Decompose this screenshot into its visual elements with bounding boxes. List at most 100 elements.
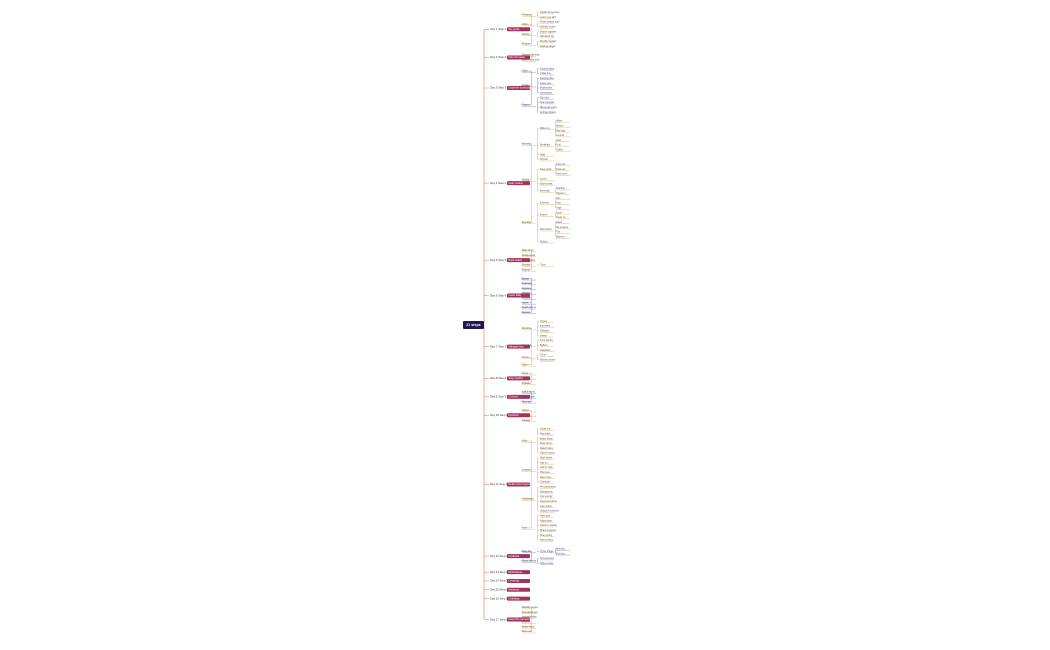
node-label: Bookmarks xyxy=(540,87,553,90)
step-title: Organize workspace xyxy=(509,86,533,90)
node-label: Evening xyxy=(556,552,565,555)
node-label: More focus xyxy=(540,442,553,445)
node-label: Gym xyxy=(556,202,561,205)
step-box xyxy=(507,570,530,575)
step-day: Day 7 Step 7 xyxy=(490,344,507,348)
node-label: Tell someone xyxy=(540,557,555,560)
node-label: Morning xyxy=(556,547,565,550)
step-box xyxy=(507,482,530,487)
node-label: Celebrate xyxy=(540,481,551,484)
node-label: Delete xyxy=(540,334,548,337)
node-label: Share progress xyxy=(540,529,557,532)
step-title: Stay healthy xyxy=(509,376,524,380)
node-label: Savings target xyxy=(540,45,556,48)
node-label: Start earlier xyxy=(540,457,553,460)
node-label: Task three xyxy=(556,173,568,176)
node-label: Clean up xyxy=(556,216,566,219)
step-title: Plan the week xyxy=(509,55,526,59)
node-label: Plan day xyxy=(556,129,566,132)
step-box xyxy=(507,596,530,601)
step-title: Reflect and improve xyxy=(509,482,533,486)
step-title: Mindfulness xyxy=(509,570,524,574)
step-day: Day 5 Step 5 xyxy=(490,258,507,262)
node-label: Coffee xyxy=(556,149,564,152)
step-box xyxy=(507,293,530,298)
step-day: Day 4 Step 4 xyxy=(490,181,507,185)
node-label: Cook xyxy=(556,211,562,214)
node-label: Lunch xyxy=(540,178,547,181)
node-label: Shower xyxy=(540,158,548,161)
step-day: Day 1 Step 1 xyxy=(490,27,507,31)
node-label: Dinner xyxy=(540,214,547,217)
node-label: Inbox zero xyxy=(540,82,552,85)
node-label: Wake up xyxy=(540,127,550,130)
node-label: Task one xyxy=(556,163,566,166)
node-label: New goal xyxy=(540,515,550,518)
node-label: Downloads xyxy=(540,91,553,94)
node-label: Desktop files xyxy=(540,77,554,80)
step-day: Day 16 Step 16 xyxy=(490,596,510,600)
step-day: Day 6 Step 6 xyxy=(490,293,507,297)
node-label: Low energy xyxy=(540,495,553,498)
step-day: Day 13 Step 13 xyxy=(490,570,510,574)
step-day: Day 11 Step 11 xyxy=(490,482,509,486)
step-day: Day 14 Step 14 xyxy=(490,579,510,583)
node-label: Journal xyxy=(556,134,564,137)
step-day: Day 9 Step 9 xyxy=(490,395,507,399)
node-label: Silence phone xyxy=(540,359,556,362)
node-label: Procrastination xyxy=(540,486,557,489)
step-box xyxy=(507,413,530,418)
node-label: Better sleep xyxy=(540,437,553,440)
step-title: Learn daily xyxy=(509,293,522,297)
node-label: Weekend trip xyxy=(540,35,555,38)
node-label: Stay curious xyxy=(540,539,554,542)
step-box xyxy=(507,578,530,583)
step-box xyxy=(507,344,530,349)
node-label: File bills xyxy=(540,96,549,99)
step-title: Creativity xyxy=(509,579,521,583)
node-label: Distractions xyxy=(540,490,553,493)
step-day: Day 8 Step 8 xyxy=(490,376,507,380)
node-label: Read books xyxy=(540,447,554,450)
node-label: Dinner together xyxy=(540,30,557,33)
node-label: Meetings xyxy=(540,190,551,193)
node-label: Check in weekly xyxy=(540,524,558,527)
node-label: Rest more xyxy=(540,476,552,479)
node-label: Late nights xyxy=(540,505,553,508)
node-label: Plan less xyxy=(540,471,551,474)
node-label: Treat xyxy=(540,264,546,267)
node-label: Breakfast xyxy=(540,144,550,147)
node-label: Overcommitting xyxy=(540,500,557,503)
node-label: Read xyxy=(556,221,562,224)
node-label: Important xyxy=(540,325,550,328)
step-day: Day 2 Step 2 xyxy=(490,55,507,59)
step-box xyxy=(507,554,530,559)
node-label: Short break xyxy=(540,182,553,185)
node-label: Weekly review xyxy=(540,26,556,29)
node-label: Yoga xyxy=(556,207,562,210)
step-day: Day 17 Step 17 xyxy=(490,617,510,621)
step-title: Declutter xyxy=(509,413,520,417)
node-label: Learn new skill xyxy=(540,16,556,19)
step-box xyxy=(507,376,530,381)
step-title: Kindness xyxy=(509,587,520,591)
node-label: Health and energy xyxy=(540,11,560,14)
node-label: Deadlines xyxy=(540,349,551,352)
node-label: Task two xyxy=(556,168,566,171)
node-label: Walk xyxy=(540,153,546,156)
node-label: Tea xyxy=(556,231,561,234)
node-label: Time blocks xyxy=(540,339,553,342)
node-label: Oats xyxy=(556,139,562,142)
step-box xyxy=(507,394,530,399)
step-title: Keep the momentum xyxy=(509,617,533,621)
step-day: Day 10 Step 10 xyxy=(490,413,510,417)
step-box xyxy=(507,617,530,622)
node-label: Check-in xyxy=(556,192,566,195)
step-box xyxy=(507,55,530,60)
node-label: Delegate xyxy=(540,330,550,333)
node-label: Adjust plan xyxy=(540,519,552,522)
node-label: Reflect xyxy=(540,240,548,243)
step-box xyxy=(507,258,530,263)
node-label: Archive folders xyxy=(540,111,557,114)
node-label: Finish project plan xyxy=(540,21,560,24)
